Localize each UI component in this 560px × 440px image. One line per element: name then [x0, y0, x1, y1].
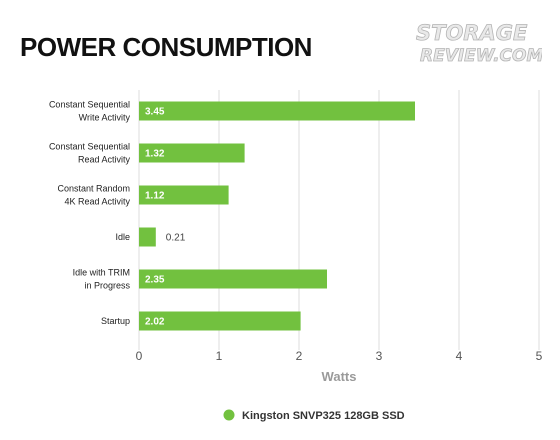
legend-label: Kingston SNVP325 128GB SSD [242, 410, 405, 422]
bar [139, 143, 245, 163]
category-label: Idle with TRIM [73, 268, 130, 278]
data-label: 1.12 [145, 191, 165, 202]
category-label: Read Activity [78, 155, 131, 165]
category-label: Constant Random [57, 184, 130, 194]
storagereview-logo: STORAGE REVIEW.COM [416, 21, 542, 67]
category-label: Constant Sequential [49, 142, 130, 152]
x-tick-label: 4 [456, 349, 463, 363]
bar [139, 311, 301, 331]
x-tick-label: 1 [216, 349, 223, 363]
logo-line-2: REVIEW.COM [420, 46, 542, 66]
category-label: in Progress [84, 281, 130, 291]
data-label: 2.02 [145, 317, 165, 328]
category-label: Idle [115, 232, 130, 242]
data-label: 2.35 [145, 275, 165, 286]
x-tick-label: 2 [296, 349, 303, 363]
legend: Kingston SNVP325 128GB SSD [223, 409, 405, 422]
x-tick-label: 0 [136, 349, 143, 363]
x-tick-label: 5 [536, 349, 543, 363]
category-label: 4K Read Activity [64, 197, 130, 207]
logo-line-1: STORAGE [416, 21, 528, 45]
x-axis-ticks: 0 1 2 3 4 5 [136, 349, 543, 363]
category-labels: Constant Sequential Write Activity Constan… [49, 100, 131, 327]
bar [139, 185, 229, 205]
x-tick-label: 3 [376, 349, 383, 363]
gridlines [138, 90, 540, 350]
legend-swatch [223, 409, 235, 421]
data-label: 1.32 [145, 149, 165, 160]
data-label: 0.21 [166, 233, 186, 244]
category-label: Startup [101, 316, 130, 326]
category-label: Write Activity [79, 113, 131, 123]
x-axis-title: Watts [322, 369, 357, 384]
bar [139, 269, 327, 289]
chart-title: POWER CONSUMPTION [20, 32, 312, 62]
bar [139, 227, 156, 247]
data-label: 3.45 [145, 107, 165, 118]
bar [139, 101, 415, 121]
category-label: Constant Sequential [49, 100, 130, 110]
bars: 3.45 1.32 1.12 0.21 2.35 2.02 [139, 101, 415, 331]
